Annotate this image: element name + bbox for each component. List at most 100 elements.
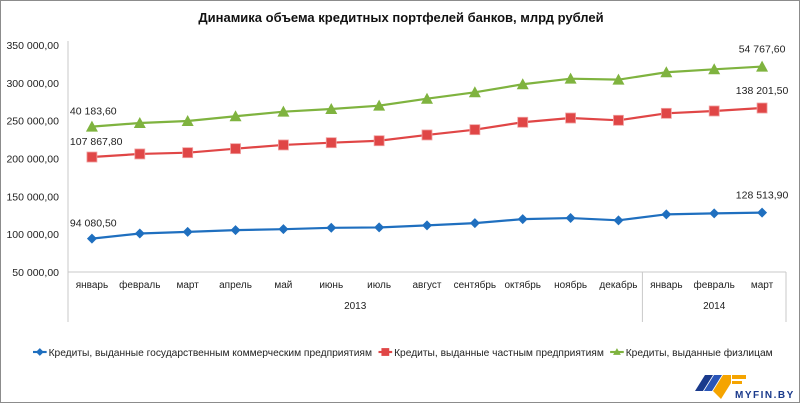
x-tick-label: май <box>274 280 292 291</box>
x-tick-label: январь <box>76 280 108 291</box>
logo-mark-mid <box>704 375 722 391</box>
x-tick-label: июль <box>367 280 391 291</box>
data-point-square <box>182 147 194 159</box>
group-label: 2014 <box>703 301 726 312</box>
data-point-diamond <box>757 207 768 218</box>
y-tick-label: 300 000,00 <box>6 78 59 90</box>
y-tick-label: 50 000,00 <box>12 267 59 279</box>
x-tick-label: январь <box>650 280 682 291</box>
data-point-triangle <box>708 63 721 75</box>
data-point-square <box>86 151 98 163</box>
data-point-diamond <box>661 209 672 220</box>
logo-bar-top <box>732 375 746 379</box>
myfin-logo: MYFIN.BY <box>695 375 795 401</box>
data-point-triangle <box>468 86 481 98</box>
data-label-first: 40 183,60 <box>70 106 117 118</box>
data-point-diamond <box>278 224 289 235</box>
data-point-square <box>708 105 720 117</box>
x-tick-label: октябрь <box>504 279 541 291</box>
data-point-diamond <box>422 220 432 231</box>
data-point-triangle <box>421 92 433 104</box>
legend-marker-icon <box>381 348 390 356</box>
data-point-square <box>421 129 433 141</box>
legend-label: Кредиты, выданные частным предприятиям <box>394 348 604 359</box>
data-label-last: 138 201,50 <box>736 85 789 97</box>
y-tick-label: 250 000,00 <box>6 116 59 128</box>
y-tick-label: 150 000,00 <box>6 191 59 203</box>
data-point-diamond <box>182 226 193 237</box>
chart-title: Динамика объема кредитных портфелей банк… <box>198 10 603 25</box>
y-tick-label: 200 000,00 <box>6 154 59 166</box>
series-2: 107 867,80 138 201,50 <box>70 85 789 163</box>
data-point-triangle <box>756 60 769 72</box>
x-tick-label: август <box>413 280 442 291</box>
data-point-square <box>565 112 576 124</box>
x-tick-label: ноябрь <box>554 279 587 291</box>
data-point-square <box>230 143 241 155</box>
data-point-diamond <box>613 215 624 226</box>
data-point-square <box>660 107 672 119</box>
x-tick-label: март <box>751 280 774 291</box>
data-label-last: 128 513,90 <box>736 190 789 202</box>
data-point-triangle <box>229 110 242 122</box>
x-tick-label: сентябрь <box>454 279 497 291</box>
data-point-square <box>277 139 289 151</box>
data-point-triangle <box>325 103 338 115</box>
legend-label: Кредиты, выданные физлицам <box>626 347 773 359</box>
legend-label: Кредиты, выданные государственным коммер… <box>49 348 372 359</box>
data-point-square <box>469 124 481 136</box>
data-point-diamond <box>469 218 480 229</box>
y-tick-label: 100 000,00 <box>6 229 59 241</box>
data-point-diamond <box>565 213 576 224</box>
data-point-triangle <box>373 99 386 111</box>
data-point-triangle <box>660 66 673 78</box>
legend: Кредиты, выданные государственным коммер… <box>33 347 773 359</box>
logo-mark-left <box>695 375 713 391</box>
data-point-diamond <box>134 228 145 239</box>
data-point-square <box>134 148 146 160</box>
logo-bar-mid <box>732 381 742 384</box>
logo-mark-right <box>713 375 731 399</box>
data-point-square <box>325 137 337 149</box>
legend-item-3: Кредиты, выданные физлицам <box>610 347 773 359</box>
logo-text: MYFIN.BY <box>735 390 795 401</box>
x-axis: январь февраль март апрель май июнь июль август… <box>67 271 787 322</box>
group-label: 2013 <box>344 301 367 312</box>
data-point-triangle <box>85 120 98 132</box>
data-point-diamond <box>374 222 385 233</box>
data-point-triangle <box>133 117 146 129</box>
series-1: 94 080,50 128 513,90 <box>70 190 789 244</box>
y-axis: 50 000,00 100 000,00 150 000,00 200 000,00 2… <box>6 40 69 279</box>
legend-item-2: Кредиты, выданные частным предприятиям <box>378 348 604 359</box>
data-point-diamond <box>230 225 241 236</box>
x-tick-label: февраль <box>119 279 160 291</box>
series-3: 40 183,60 54 767,60 <box>70 44 786 132</box>
data-point-square <box>756 102 768 114</box>
data-label-last: 54 767,60 <box>739 44 786 56</box>
data-label-first: 107 867,80 <box>70 136 123 148</box>
data-point-triangle <box>181 114 194 126</box>
data-point-square <box>613 114 624 126</box>
data-point-triangle <box>564 72 577 84</box>
data-point-triangle <box>612 73 625 85</box>
data-point-diamond <box>709 208 720 219</box>
data-point-diamond <box>326 222 337 233</box>
data-point-diamond <box>517 214 528 225</box>
legend-item-1: Кредиты, выданные государственным коммер… <box>33 348 372 359</box>
x-tick-label: декабрь <box>599 279 637 291</box>
data-label-first: 94 080,50 <box>70 218 117 230</box>
data-point-square <box>517 116 529 128</box>
data-point-triangle <box>516 78 529 90</box>
legend-marker-icon <box>613 348 621 355</box>
x-tick-label: апрель <box>219 280 252 291</box>
data-point-triangle <box>277 105 290 117</box>
data-point-square <box>373 135 385 147</box>
x-tick-label: июнь <box>319 280 343 291</box>
x-tick-label: февраль <box>694 279 735 291</box>
y-tick-label: 350 000,00 <box>6 40 59 52</box>
data-point-diamond <box>86 233 97 244</box>
legend-marker-icon <box>35 348 44 356</box>
